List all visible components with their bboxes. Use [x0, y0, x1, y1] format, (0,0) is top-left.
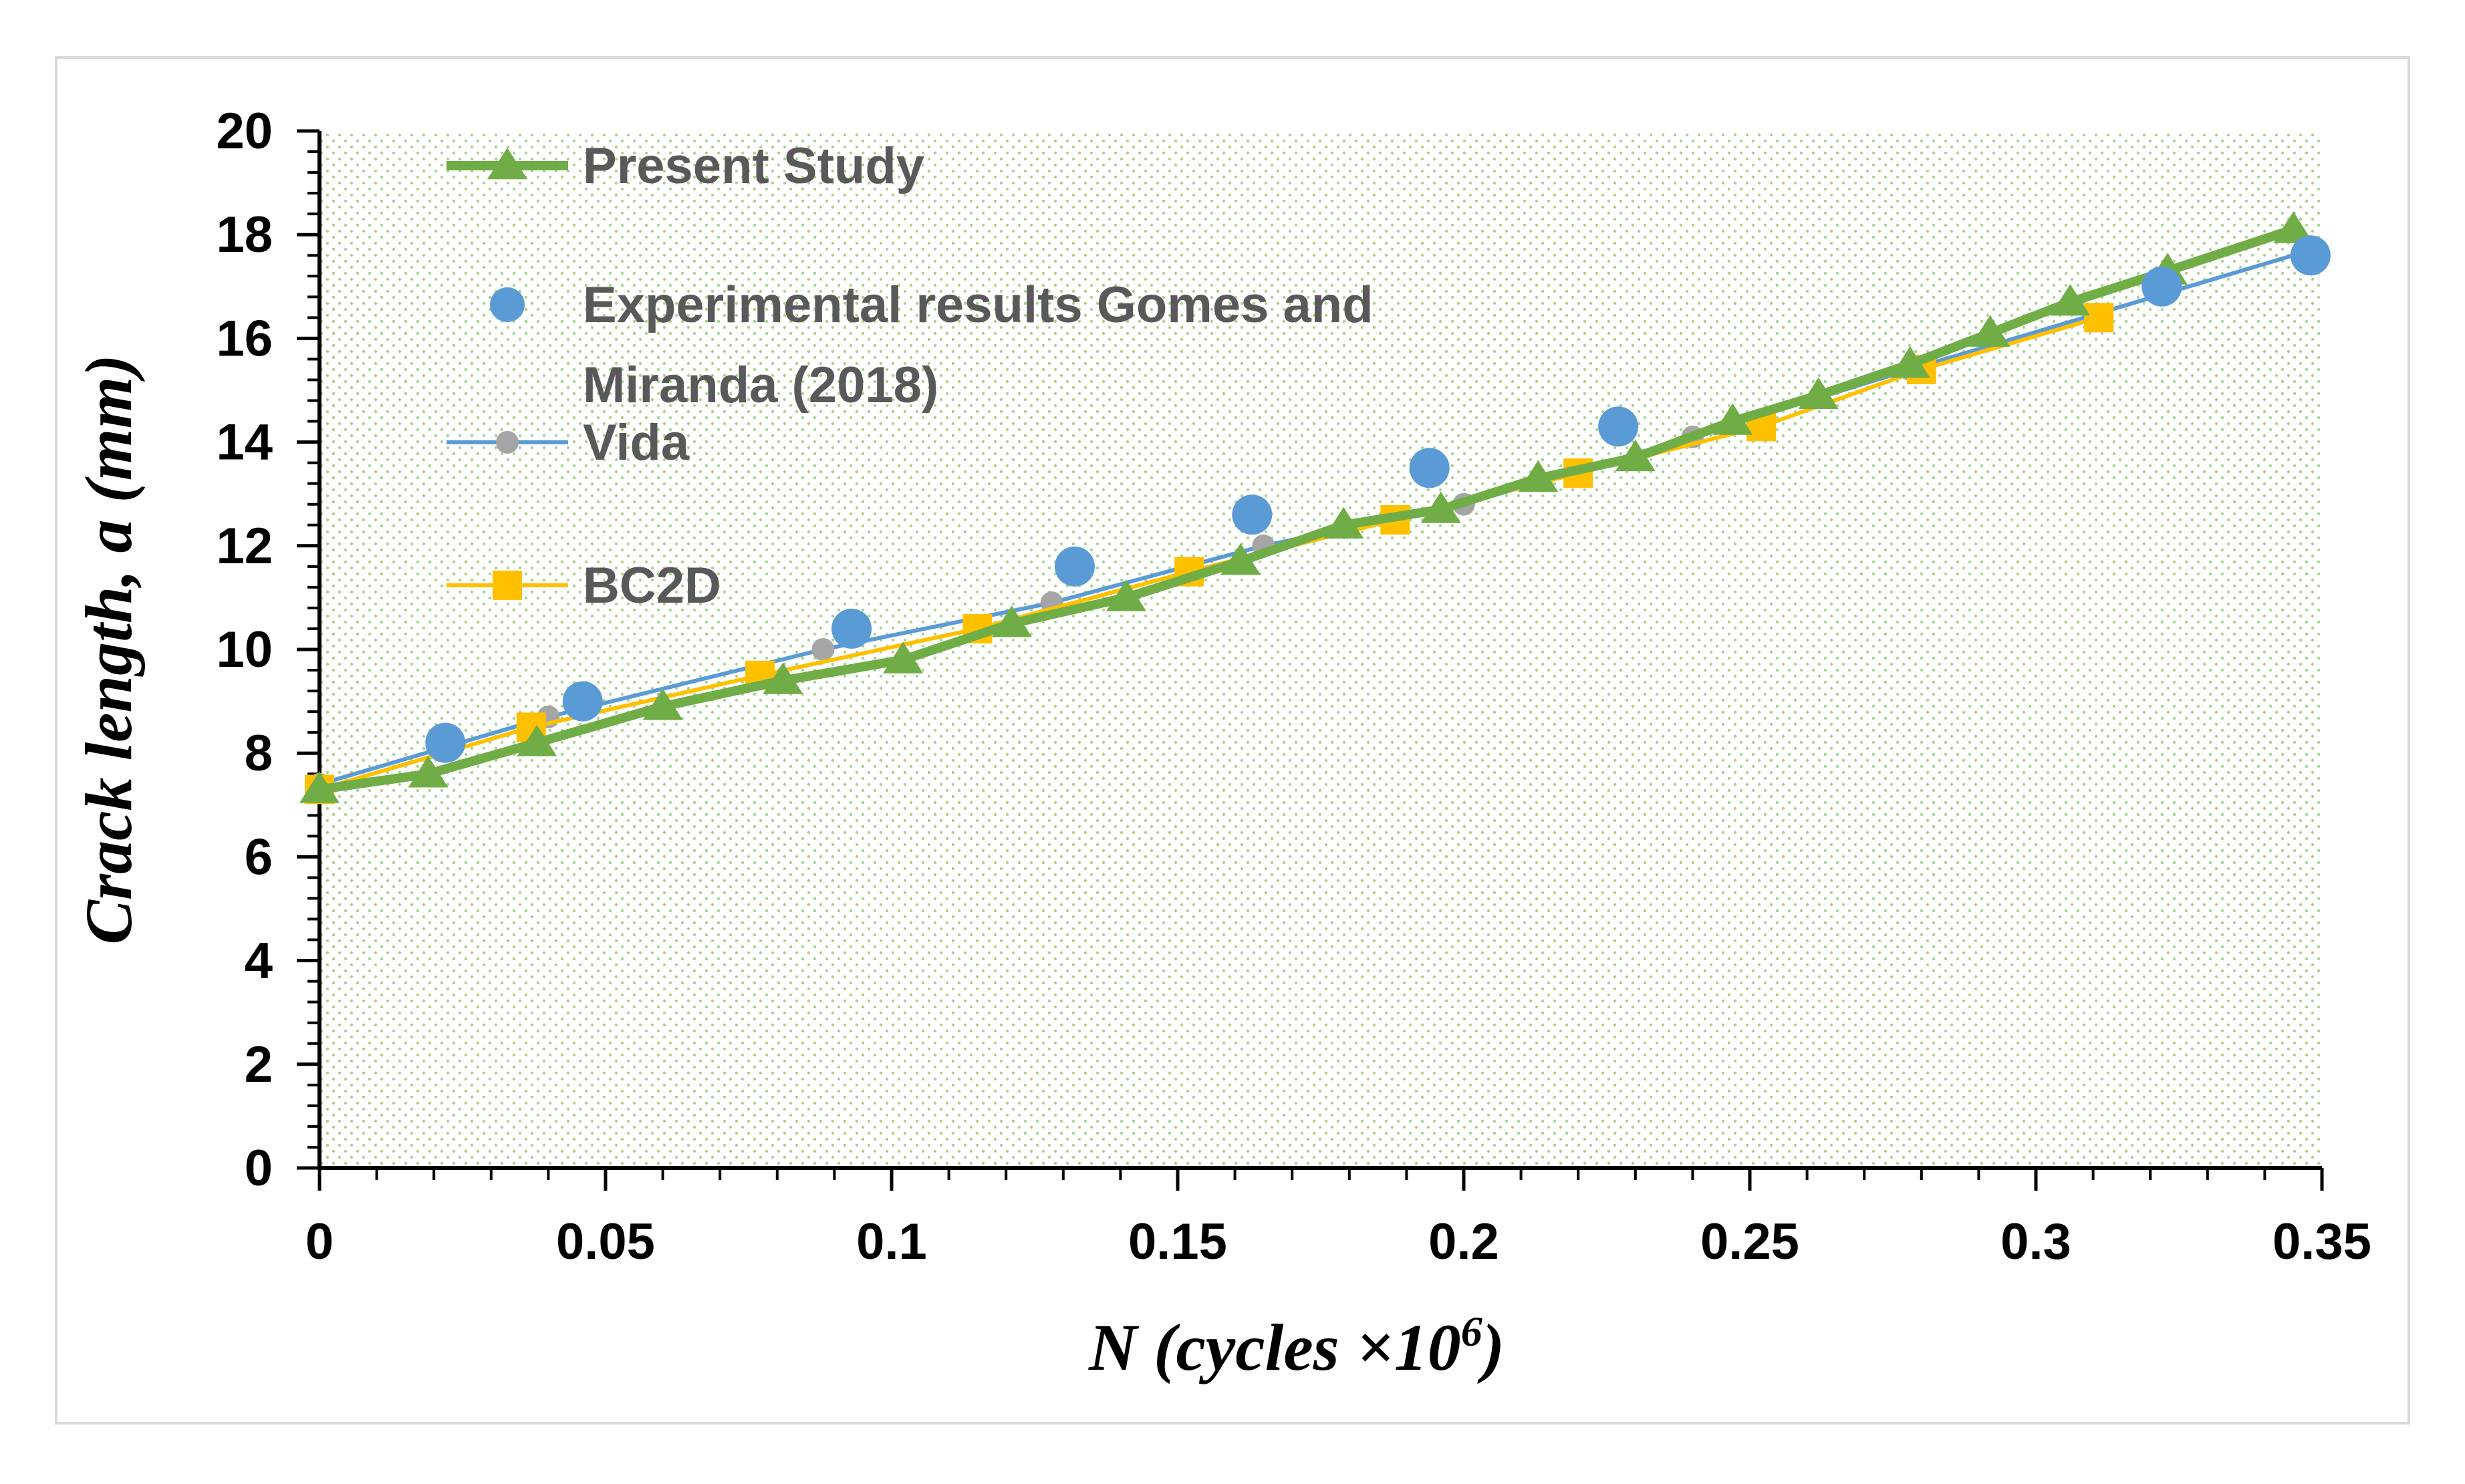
point-bc2d: [2084, 303, 2114, 333]
point-present-study: [1615, 439, 1656, 472]
point-present-study: [763, 662, 803, 694]
legend-marker-vida: [496, 431, 519, 454]
x-tick-label: 0.05: [556, 1213, 655, 1270]
point-experimental: [2142, 266, 2182, 307]
x-tick-label: 0.3: [2000, 1213, 2071, 1270]
x-tick-label: 0: [305, 1213, 334, 1270]
legend-marker-experimental: [490, 287, 525, 322]
x-tick-label: 0.1: [856, 1213, 927, 1270]
y-tick-label: 12: [216, 518, 273, 575]
y-tick-label: 8: [245, 725, 273, 782]
y-tick-label: 10: [216, 621, 273, 678]
legend-label-vida: Vida: [583, 414, 690, 471]
point-present-study: [883, 641, 924, 674]
y-tick-label: 18: [216, 206, 273, 263]
legend-label-experimental-line1: Experimental results Gomes and: [583, 277, 1374, 333]
point-experimental: [1409, 448, 1450, 488]
point-experimental: [425, 722, 466, 763]
data-series: [299, 211, 2331, 804]
x-axis-title: N (cycles ×106): [1088, 1308, 1505, 1384]
x-axis-title-superscript: 6: [1461, 1308, 1482, 1355]
y-tick-label: 6: [245, 829, 273, 885]
point-experimental: [1598, 406, 1639, 447]
point-vida: [811, 638, 835, 661]
point-present-study: [1798, 377, 1839, 410]
y-tick-label: 20: [216, 103, 273, 160]
point-experimental: [2290, 235, 2331, 276]
point-experimental: [1232, 494, 1273, 535]
legend-label-bc2d: BC2D: [583, 557, 721, 614]
point-present-study: [299, 771, 340, 803]
point-present-study: [2050, 284, 2091, 316]
x-tick-label: 0.25: [1700, 1213, 1799, 1270]
point-present-study: [1106, 579, 1146, 611]
x-axis-title-main: N (cycles ×10: [1088, 1310, 1461, 1384]
legend-marker-present-study: [487, 148, 527, 180]
y-tick-label: 14: [216, 414, 273, 471]
point-present-study: [2273, 211, 2314, 243]
point-experimental: [562, 681, 603, 722]
x-tick-label: 0.15: [1128, 1213, 1227, 1270]
point-present-study: [1518, 460, 1559, 492]
point-present-study: [991, 605, 1032, 637]
point-present-study: [1323, 506, 1364, 539]
point-present-study: [1420, 491, 1461, 523]
point-present-study: [1220, 543, 1261, 575]
point-present-study: [1970, 315, 2010, 347]
point-experimental: [831, 608, 872, 649]
legend-marker-bc2d: [493, 571, 522, 600]
legend-label-present-study: Present Study: [583, 138, 924, 194]
y-tick-label: 0: [245, 1140, 273, 1197]
point-present-study: [517, 724, 557, 756]
y-tick-label: 4: [245, 933, 273, 990]
point-present-study: [408, 756, 448, 788]
legend-label-experimental-line2: Miranda (2018): [583, 357, 938, 414]
legend: Present Study Experimental results Gomes …: [446, 138, 1374, 614]
point-present-study: [642, 688, 683, 720]
y-tick-label: 16: [216, 310, 273, 367]
y-axis-title: Crack length, a (mm): [72, 354, 146, 944]
x-tick-label: 0.35: [2273, 1213, 2371, 1270]
axes: 0 2 4 6 8 10 12 14 16 18 20 0 0.05 0.1 0.15 0.2 0.25 0.3 0…: [216, 103, 2371, 1270]
plot-area: [319, 131, 2322, 1168]
point-experimental: [1054, 546, 1095, 587]
x-tick-label: 0.2: [1428, 1213, 1499, 1270]
point-present-study: [1712, 403, 1753, 435]
y-tick-label: 2: [245, 1036, 273, 1093]
point-present-study: [1890, 346, 1930, 378]
